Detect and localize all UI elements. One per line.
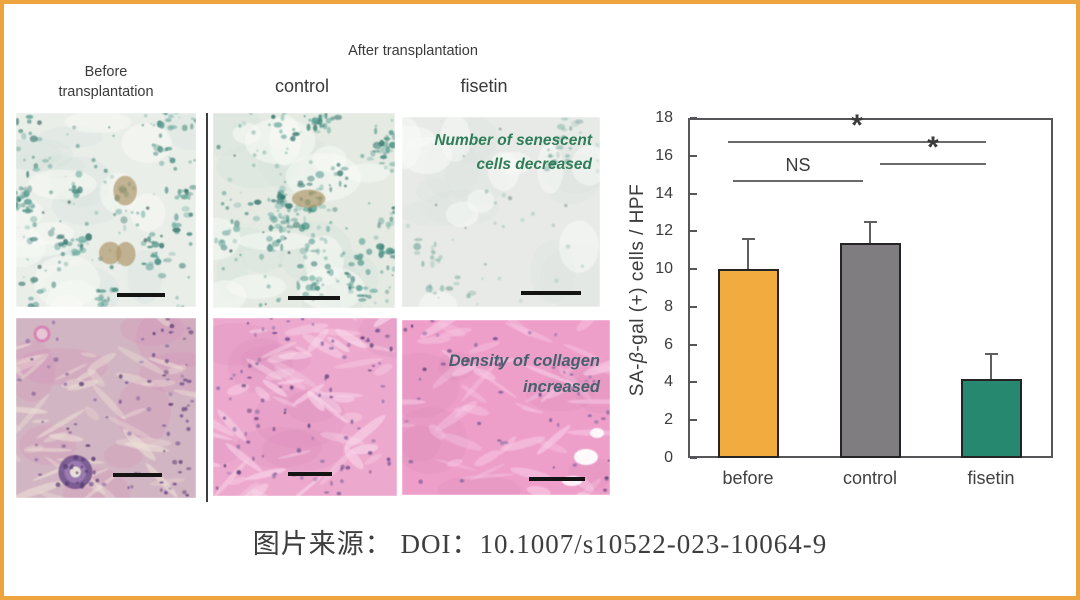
label-before-transplantation: Before transplantation [58,64,154,100]
bar-control [839,242,901,458]
y-axis-tick [690,457,697,459]
he-fisetin-texture [402,320,610,495]
y-tick-label: 10 [655,260,673,278]
scale-bar [113,473,162,477]
significance-line [733,180,863,183]
y-axis-tick [690,419,697,422]
y-tick-label: 8 [664,297,673,315]
histology-sabgal-fisetin-image: Number of senescent cells decreased [402,117,600,307]
sabgal-fisetin-texture [402,117,600,307]
error-bar [747,238,749,270]
histology-he-fisetin-image: Density of collagen increased [402,320,610,495]
scale-bar [288,296,340,300]
y-axis-tick [690,154,697,157]
histology-sabgal-before-image [16,113,196,307]
y-tick-label: 2 [664,411,673,429]
scale-bar [521,291,581,295]
y-tick-label: 0 [664,449,673,466]
y-tick-label: 12 [655,222,673,240]
y-tick-label: 6 [664,335,673,353]
error-bar-cap [741,237,755,240]
significance-label: * [927,131,939,165]
annotation-senescent-cells: Number of senescent cells decreased [434,132,592,174]
x-tick-label-control: control [842,468,898,488]
significance-label: NS [785,155,811,176]
error-bar-cap [863,220,877,223]
label-after-transplantation: After transplantation [348,43,478,59]
label-fisetin-column: fisetin [460,76,508,96]
y-tick-label: 18 [655,109,673,126]
significance-line [880,163,986,166]
histology-sabgal-control-image [213,113,395,308]
y-axis-tick [690,305,697,308]
sabgal-before-texture [16,113,196,307]
annotation-collagen-density: Density of collagen increased [448,352,600,397]
sabgal-control-texture [213,113,395,308]
error-bar [869,221,871,243]
y-axis-tick [690,268,697,271]
histology-he-before-image [16,318,196,498]
y-axis-tick [690,117,697,119]
column-divider-line [206,113,208,502]
bar-fisetin [960,378,1022,458]
caption-source: 图片来源： DOI：10.1007/s10522-023-10064-9 [252,529,828,559]
scale-bar [529,477,585,481]
error-bar-cap [984,353,998,356]
y-tick-label: 14 [655,184,673,202]
error-bar [990,354,992,379]
x-tick-label-fisetin: fisetin [967,468,1015,488]
he-before-texture [16,318,196,498]
significance-label: * [851,108,863,142]
label-control-column: control [274,76,330,96]
y-tick-label: 16 [655,146,673,164]
x-tick-label-before: before [722,468,774,488]
y-axis-tick [690,381,697,384]
y-axis-tick [690,230,697,233]
y-axis-tick [690,192,697,195]
scale-bar [117,293,165,297]
y-tick-label: 4 [664,373,673,391]
histology-he-control-image [213,318,397,496]
he-control-texture [213,318,397,496]
bar-before [717,269,779,458]
scale-bar [288,472,332,476]
y-axis-tick [690,343,697,346]
significance-line [728,140,986,143]
